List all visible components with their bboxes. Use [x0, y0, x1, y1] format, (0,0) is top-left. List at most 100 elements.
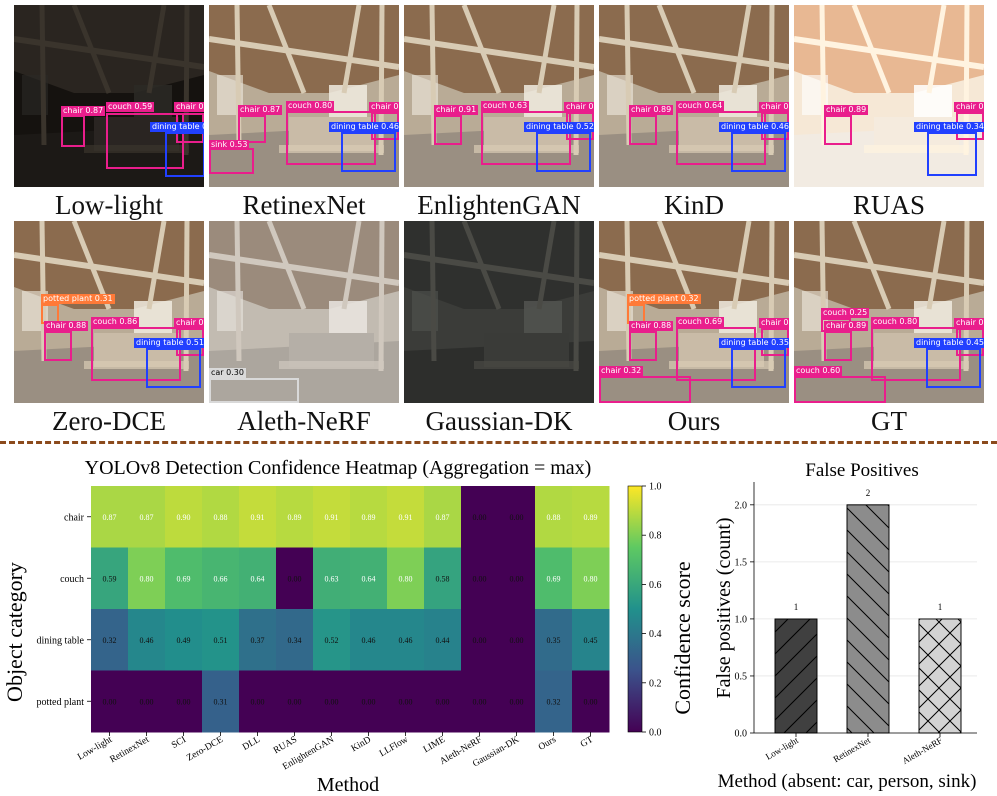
detection-panel: chair 0.89 chair 0.31 dining table 0.34 RUA… — [794, 5, 984, 220]
heatmap-cell — [91, 670, 129, 733]
detection-label: potted plant 0.32 — [627, 294, 701, 304]
detection-label: dining table 0.46 — [329, 122, 399, 132]
fp-bar-hatch — [918, 618, 962, 734]
bounding-box — [146, 348, 201, 388]
false-positives-chart: False Positives False positives (count) … — [713, 460, 977, 792]
heatmap-cell-value: 0.64 — [362, 574, 376, 583]
bounding-box — [927, 132, 977, 176]
heatmap-y-tick: potted plant — [37, 697, 85, 708]
heatmap-cell-value: 0.00 — [288, 574, 302, 583]
heatmap-cell — [91, 547, 129, 610]
heatmap-cell — [498, 547, 536, 610]
detection-label: couch 0.59 — [106, 102, 155, 112]
heatmap-cell-value: 0.89 — [362, 513, 376, 522]
bounding-box — [536, 132, 591, 172]
heatmap-cell-value: 0.00 — [473, 513, 487, 522]
heatmap-cell — [128, 609, 166, 671]
fp-y-tick: 0.0 — [735, 729, 748, 740]
detection-image: potted plant 0.32 chair 0.88 couch 0.69 cha… — [599, 221, 789, 403]
fp-x-label: Method (absent: car, person, sink) — [718, 771, 977, 792]
heatmap-cell-value: 0.46 — [140, 636, 154, 645]
heatmap-cell-value: 0.00 — [140, 697, 154, 706]
detection-label: couch 0.64 — [676, 101, 725, 111]
heatmap-cell-value: 0.52 — [325, 636, 339, 645]
heatmap-cell-value: 0.34 — [288, 636, 302, 645]
colorbar-tick: 0.2 — [649, 678, 662, 689]
heatmap-cell — [165, 486, 203, 548]
heatmap-cell-value: 0.66 — [214, 574, 228, 583]
fp-x-tick: Aleth-NeRF — [900, 735, 944, 766]
heatmap-cell — [128, 486, 166, 548]
heatmap-x-tick: DLL — [241, 735, 262, 753]
detection-label: chair 0.71 — [759, 318, 789, 328]
detection-label: chair 0.88 — [629, 321, 674, 331]
heatmap-cell-value: 0.49 — [177, 636, 191, 645]
heatmap-cell — [350, 547, 388, 610]
detection-label: chair 0.89 — [824, 321, 869, 331]
heatmap-cell — [498, 486, 536, 548]
colorbar-tick: 0.0 — [649, 728, 662, 739]
heatmap-cell-value: 0.58 — [436, 574, 450, 583]
heatmap-x-tick: SCI — [170, 735, 188, 751]
detection-label: couch 0.80 — [871, 317, 920, 327]
heatmap-cell — [128, 670, 166, 733]
heatmap-cell — [424, 609, 462, 671]
fp-y-label: False positives (count) — [713, 517, 735, 698]
detection-label: chair 0.31 — [954, 102, 984, 112]
heatmap-cell-value: 0.00 — [436, 697, 450, 706]
heatmap-cell-value: 0.91 — [399, 513, 413, 522]
detection-image — [404, 221, 594, 403]
heatmap-y-label: Object category — [2, 562, 27, 702]
heatmap-cell-value: 0.00 — [473, 697, 487, 706]
heatmap-cell-value: 0.88 — [214, 513, 228, 522]
heatmap-cell — [498, 609, 536, 671]
heatmap-cell — [535, 670, 573, 733]
heatmap-cell-value: 0.31 — [214, 697, 228, 706]
heatmap-cell — [572, 609, 610, 671]
detection-label: chair 0.32 — [599, 366, 644, 376]
heatmap-cell — [387, 547, 425, 610]
heatmap-cell — [276, 609, 314, 671]
heatmap-cell-value: 0.00 — [510, 513, 524, 522]
heatmap-cell — [239, 547, 277, 610]
heatmap-cell — [535, 609, 573, 671]
detection-label: chair 0.87 — [61, 106, 106, 116]
heatmap-cell-value: 0.69 — [177, 574, 191, 583]
heatmap-cell-value: 0.91 — [251, 513, 265, 522]
detection-label: dining table 0.51 — [134, 338, 204, 348]
heatmap-x-tick: GT — [579, 735, 595, 750]
detection-label: chair 0.88 — [44, 321, 89, 331]
heatmap-cell-value: 0.51 — [214, 636, 228, 645]
heatmap-cell-value: 0.00 — [362, 697, 376, 706]
panel-caption: Ours — [667, 406, 721, 436]
detection-label: chair 0.35 — [369, 102, 399, 112]
fp-bar-value: 1 — [794, 602, 799, 612]
detection-label: chair 0.89 — [629, 105, 674, 115]
heatmap-cell — [128, 547, 166, 610]
panel-caption: EnlightenGAN — [417, 190, 581, 220]
bounding-box — [165, 132, 204, 177]
detection-label: dining table 0.52 — [524, 122, 594, 132]
bounding-box — [676, 327, 756, 381]
detection-panel: car 0.30 Aleth-NeRF — [209, 221, 399, 436]
detection-label: chair 0.49 — [759, 102, 789, 112]
heatmap-cell-value: 0.89 — [584, 513, 598, 522]
detection-label: dining table 0.32 — [150, 122, 204, 132]
heatmap-cell — [276, 670, 314, 733]
detection-label: chair 0.32 — [174, 102, 204, 112]
bounding-box — [341, 132, 396, 172]
heatmap-x-tick: KinD — [350, 735, 373, 754]
heatmap-cell — [202, 547, 240, 610]
panel-caption: Low-light — [55, 190, 163, 220]
bounding-box — [824, 331, 852, 361]
detection-label: chair 0.91 — [434, 105, 479, 115]
panel-caption: Zero-DCE — [52, 406, 166, 436]
heatmap-cell — [424, 486, 462, 548]
heatmap-chart: YOLOv8 Detection Confidence Heatmap (Agg… — [2, 457, 695, 796]
bounding-box — [209, 378, 299, 403]
heatmap-cell — [387, 670, 425, 733]
heatmap-cell-value: 0.46 — [399, 636, 413, 645]
